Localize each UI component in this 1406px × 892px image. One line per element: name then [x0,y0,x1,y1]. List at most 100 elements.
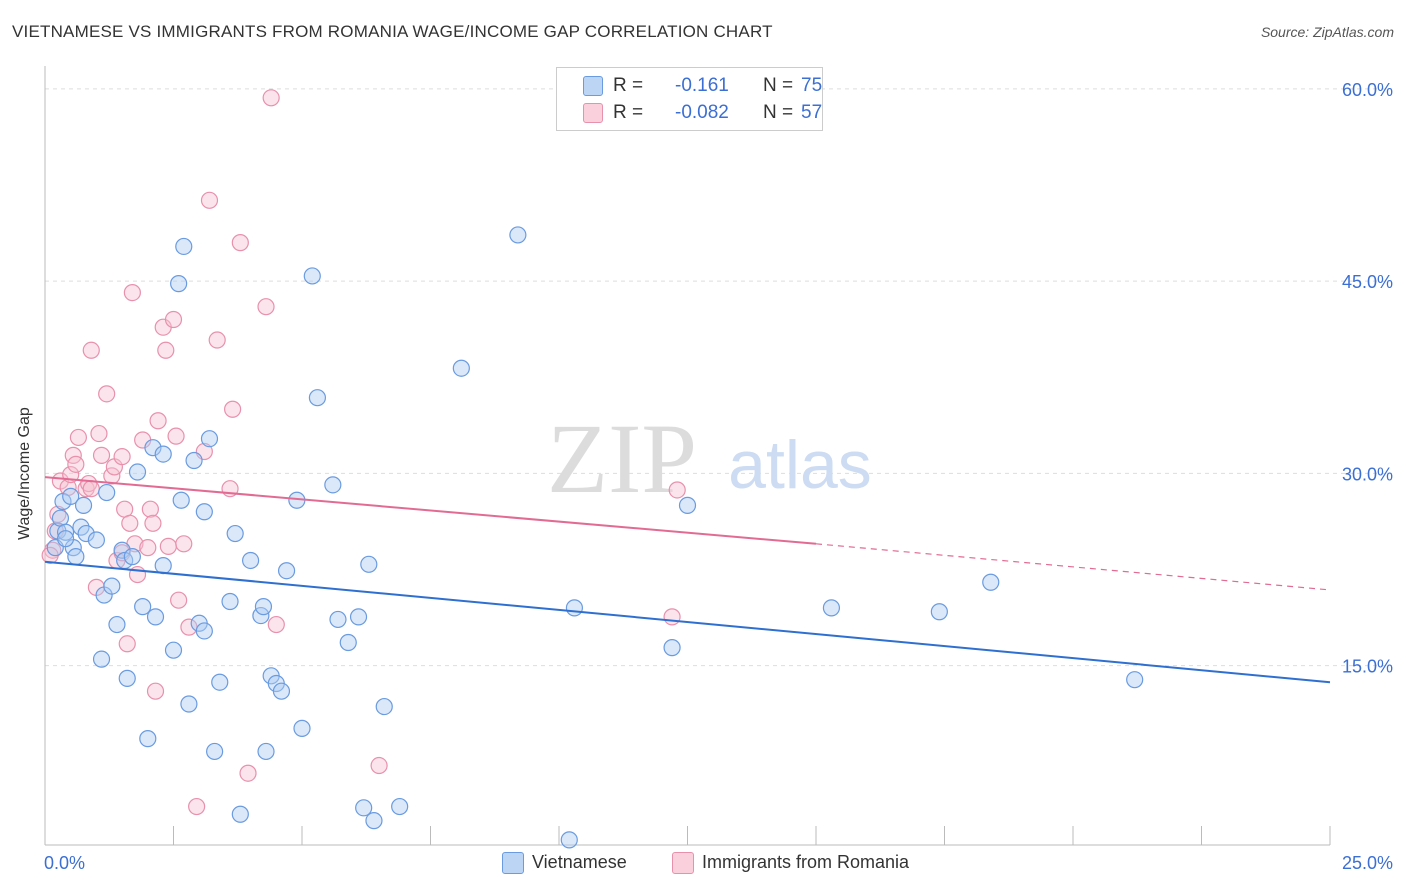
vietnamese-point [509,226,527,244]
y-tick-label: 30.0% [1342,464,1393,484]
trend-lines [44,476,1331,684]
romania-point [69,428,88,447]
legend-n-label: N = [763,75,794,96]
romania-point [200,191,219,209]
romania-point [92,446,111,464]
vietnamese-point [339,633,357,652]
romania-point [123,284,141,302]
romania-point [188,797,206,816]
vietnamese-point [277,562,296,580]
romania-point [167,427,185,445]
vietnamese-point [123,548,141,566]
y-tick-label: 15.0% [1342,657,1393,677]
axes [44,66,1331,846]
vietnamese-point [242,551,260,570]
chart-title: VIETNAMESE VS IMMIGRANTS FROM ROMANIA WA… [12,22,773,41]
vietnamese-point [930,603,948,621]
romania-point [239,764,257,782]
bottom-legend-swatch [672,852,694,875]
y-axis-label: Wage/Income Gap [16,407,33,540]
vietnamese-point [231,805,249,823]
romania-point [98,385,116,403]
vietnamese-point [195,503,213,521]
vietnamese-point [103,577,121,595]
vietnamese-point [98,483,116,502]
legend-swatch-romania [583,103,603,123]
legend-r-value: -0.161 [675,75,729,96]
vietnamese-point [293,719,311,737]
legend-r-label: R = [613,75,644,96]
x-tick-label: 25.0% [1342,853,1393,873]
romania-point [267,615,285,634]
vietnamese-point [272,682,291,700]
romania-point [141,500,159,518]
vietnamese-point [113,541,131,559]
vietnamese-point [87,531,106,549]
vietnamese-point [560,831,578,849]
romania-point [144,514,162,532]
vietnamese-point [172,491,190,509]
vietnamese-point [221,592,239,611]
romania-point [121,514,139,532]
legend-swatch-vietnamese [583,76,603,96]
romania-point [668,481,686,499]
legend-r-value: -0.082 [675,102,729,123]
vietnamese-point [164,641,183,659]
stats-legend: R = -0.161 N = 75 R = -0.082 N = 57 [556,67,823,131]
romania-point [370,756,388,775]
vietnamese-point [180,695,198,713]
romania-trend-line [44,476,817,545]
vietnamese-point [195,622,213,640]
romania-point [118,635,136,653]
vietnamese-point [146,608,165,626]
x-tick-label: 0.0% [44,853,85,873]
vietnamese-point [154,556,172,575]
vietnamese-point [822,599,841,617]
romania-point [164,310,183,329]
vietnamese-point [62,487,80,505]
vietnamese-point [56,523,75,541]
vietnamese-point [170,275,188,293]
vietnamese-point [678,496,697,514]
vietnamese-point [391,797,409,816]
vietnamese-point [185,451,203,470]
tick-labels: 15.0% 30.0% 45.0% 60.0% 0.0% 25.0% [44,80,1393,873]
romania-point [149,412,167,430]
vietnamese-point [365,812,383,830]
vietnamese-point [324,476,342,494]
vietnamese-point [349,608,368,626]
romania-point [663,608,681,626]
vietnamese-point [200,430,219,448]
vietnamese-point [303,267,321,285]
y-tick-label: 45.0% [1342,272,1393,292]
vietnamese-point [452,359,470,377]
vietnamese-point [565,599,584,617]
watermark-atlas: atlas [728,427,872,503]
watermark: ZIP atlas [547,403,872,514]
romania-point [113,448,131,466]
vietnamese-point [982,573,1000,591]
vietnamese-point [67,548,85,566]
legend-n-value: 57 [801,102,823,123]
vietnamese-point [118,669,136,687]
vietnamese-point [134,598,152,616]
romania-point [139,539,157,557]
vietnamese-point [211,673,229,691]
vietnamese-point [360,555,378,573]
vietnamese-point [128,463,147,481]
vietnamese-point [74,496,93,514]
legend-r-label: R = [613,102,644,123]
vietnamese-point [206,742,224,761]
vietnamese-point [663,639,681,657]
source-credit: Source: ZipAtlas.com [1260,24,1394,40]
vietnamese-trend-line [44,560,1331,684]
romania-point [157,341,175,359]
romania-point [224,400,242,418]
romania-point [90,424,108,443]
legend-n-value: 75 [801,75,823,96]
vietnamese-point [175,237,193,256]
y-tick-label: 60.0% [1342,80,1393,100]
vietnamese-point [92,650,111,668]
romania-point [208,331,226,349]
